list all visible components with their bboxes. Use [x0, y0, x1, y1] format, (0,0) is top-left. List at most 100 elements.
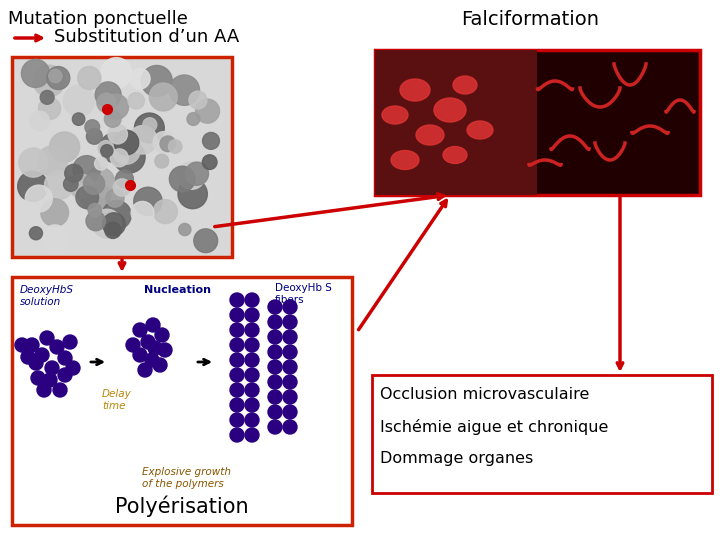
Circle shape — [268, 300, 282, 314]
Circle shape — [245, 323, 259, 337]
Bar — [372, 375, 712, 493]
Circle shape — [129, 125, 157, 154]
Circle shape — [19, 148, 48, 177]
Circle shape — [104, 111, 121, 127]
Circle shape — [113, 179, 130, 196]
Circle shape — [114, 141, 145, 173]
Circle shape — [143, 118, 157, 132]
Circle shape — [33, 65, 65, 97]
Bar — [375, 50, 537, 195]
Text: Dommage organes: Dommage organes — [380, 451, 534, 466]
Circle shape — [155, 154, 168, 168]
Text: Falciformation: Falciformation — [461, 10, 599, 29]
Circle shape — [245, 353, 259, 367]
Circle shape — [66, 361, 80, 375]
Circle shape — [130, 69, 150, 89]
Circle shape — [149, 83, 177, 111]
Circle shape — [140, 193, 170, 223]
Circle shape — [141, 65, 172, 97]
Circle shape — [95, 82, 121, 108]
Text: Explosive growth
of the polymers: Explosive growth of the polymers — [142, 467, 231, 489]
Circle shape — [84, 167, 115, 198]
Ellipse shape — [416, 125, 444, 145]
Circle shape — [105, 222, 121, 239]
Bar — [12, 277, 352, 525]
Bar — [12, 57, 232, 257]
Circle shape — [230, 368, 244, 382]
Circle shape — [245, 398, 259, 412]
Circle shape — [268, 360, 282, 374]
Circle shape — [179, 224, 191, 235]
Circle shape — [138, 363, 152, 377]
Circle shape — [169, 75, 199, 105]
Circle shape — [283, 360, 297, 374]
Text: DeoxyHbS
solution: DeoxyHbS solution — [20, 285, 74, 307]
Circle shape — [202, 155, 217, 170]
Circle shape — [102, 200, 131, 230]
Circle shape — [196, 99, 220, 123]
Circle shape — [187, 113, 199, 125]
Circle shape — [80, 181, 110, 212]
Circle shape — [245, 368, 259, 382]
Circle shape — [35, 348, 49, 362]
Circle shape — [114, 130, 139, 155]
Circle shape — [160, 136, 176, 152]
Circle shape — [41, 199, 68, 226]
Circle shape — [230, 338, 244, 352]
Ellipse shape — [400, 79, 430, 101]
Circle shape — [245, 308, 259, 322]
Circle shape — [185, 162, 209, 185]
Circle shape — [268, 345, 282, 359]
Circle shape — [112, 136, 140, 164]
Circle shape — [283, 300, 297, 314]
Circle shape — [178, 162, 205, 190]
Circle shape — [15, 338, 29, 352]
Circle shape — [230, 323, 244, 337]
Circle shape — [168, 140, 182, 153]
Circle shape — [50, 132, 80, 162]
Circle shape — [230, 383, 244, 397]
Circle shape — [153, 200, 177, 224]
Circle shape — [245, 413, 259, 427]
Circle shape — [40, 331, 54, 345]
Circle shape — [145, 353, 159, 367]
Circle shape — [103, 94, 129, 119]
Circle shape — [148, 341, 162, 355]
Circle shape — [84, 173, 104, 194]
Text: Ischémie aigue et chronique: Ischémie aigue et chronique — [380, 419, 608, 435]
Circle shape — [110, 149, 128, 167]
Circle shape — [283, 345, 297, 359]
Circle shape — [47, 66, 70, 90]
Circle shape — [70, 174, 94, 198]
Circle shape — [96, 93, 116, 112]
Circle shape — [141, 335, 155, 349]
Circle shape — [50, 340, 64, 354]
Circle shape — [63, 335, 77, 349]
Circle shape — [202, 132, 220, 150]
Ellipse shape — [434, 98, 466, 122]
Circle shape — [78, 66, 101, 90]
Text: Nucleation: Nucleation — [144, 285, 211, 295]
Circle shape — [283, 420, 297, 434]
Ellipse shape — [453, 76, 477, 94]
Circle shape — [268, 375, 282, 389]
Circle shape — [88, 204, 102, 217]
Text: Occlusion microvasculaire: Occlusion microvasculaire — [380, 387, 590, 402]
Circle shape — [245, 338, 259, 352]
Circle shape — [283, 390, 297, 404]
Circle shape — [245, 428, 259, 442]
Circle shape — [178, 179, 207, 208]
Circle shape — [283, 375, 297, 389]
Circle shape — [100, 133, 130, 163]
Circle shape — [73, 113, 85, 125]
Circle shape — [108, 125, 127, 144]
Circle shape — [25, 338, 39, 352]
Circle shape — [40, 90, 54, 104]
Circle shape — [63, 177, 78, 191]
Circle shape — [268, 405, 282, 419]
Circle shape — [60, 224, 84, 248]
Circle shape — [93, 209, 122, 238]
Circle shape — [268, 315, 282, 329]
Circle shape — [65, 164, 83, 183]
Circle shape — [45, 361, 59, 375]
